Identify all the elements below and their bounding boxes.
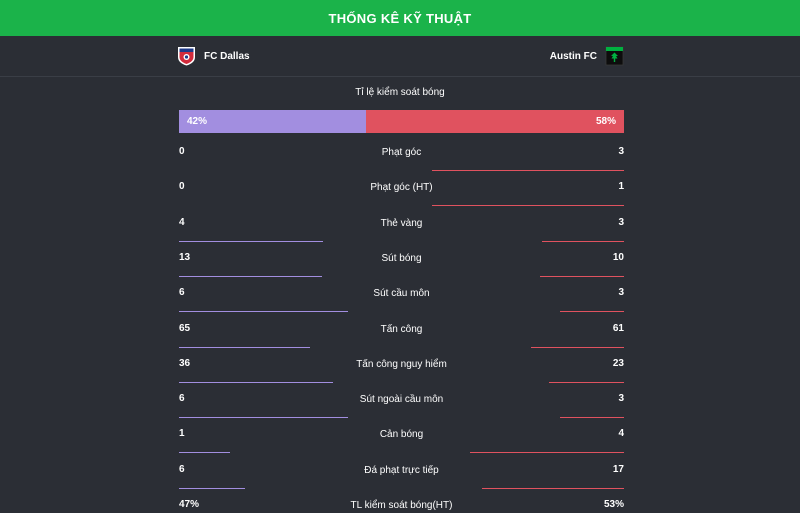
stat-row: 1 Cản bóng 4 [179, 423, 624, 458]
stat-label: Thẻ vàng [380, 218, 423, 229]
stat-away-bar [432, 205, 624, 206]
stat-away-value: 3 [618, 287, 624, 298]
stat-home-value: 4 [179, 217, 185, 228]
stat-label: Tấn công [380, 324, 423, 335]
stat-away-bar [560, 417, 624, 418]
stat-away-value: 3 [618, 393, 624, 404]
stat-away-value: 23 [612, 358, 624, 369]
stat-label: Sút bóng [381, 253, 422, 264]
stat-away-bar [482, 488, 624, 489]
stat-away-bar [542, 241, 624, 242]
away-team-name: Austin FC [549, 50, 597, 62]
possession-away-value: 58% [595, 116, 616, 127]
stat-home-bar [179, 311, 348, 312]
possession-home-value: 42% [187, 116, 208, 127]
stat-away-bar [540, 276, 624, 277]
stat-row: 13 Sút bóng 10 [179, 247, 624, 282]
stat-label: Sút cầu môn [373, 288, 430, 299]
stat-home-value: 6 [179, 393, 185, 404]
stat-row: 36 Tấn công nguy hiểm 23 [179, 353, 624, 388]
stat-home-value: 65 [179, 323, 191, 334]
stat-row: 0 Phạt góc (HT) 1 [179, 176, 624, 211]
home-team-name: FC Dallas [204, 50, 250, 62]
stat-away-value: 1 [618, 181, 624, 192]
stat-home-bar [179, 452, 230, 453]
stat-home-bar [179, 417, 348, 418]
home-team[interactable]: FC Dallas [177, 46, 250, 66]
stat-row: 6 Sút cầu môn 3 [179, 282, 624, 317]
stat-home-value: 6 [179, 287, 185, 298]
away-team[interactable]: Austin FC [550, 46, 624, 66]
stat-label: Đá phạt trực tiếp [364, 465, 439, 476]
header-title: THỐNG KÊ KỸ THUẬT [328, 10, 472, 26]
teams-bar: FC Dallas Austin FC [0, 36, 800, 77]
stat-home-value: 36 [179, 358, 191, 369]
stat-row: 6 Đá phạt trực tiếp 17 [179, 459, 624, 494]
stat-away-bar [531, 347, 624, 348]
stat-home-value: 1 [179, 428, 185, 439]
stat-home-bar [179, 382, 333, 383]
stat-row: 65 Tấn công 61 [179, 318, 624, 353]
stat-away-value: 53% [603, 499, 624, 510]
possession-bar: 42% 58% [179, 110, 624, 133]
stat-away-value: 3 [618, 146, 624, 157]
stat-home-bar [179, 347, 310, 348]
stat-away-bar [549, 382, 624, 383]
stat-home-bar [179, 241, 323, 242]
stat-away-bar [560, 311, 624, 312]
stat-home-value: 0 [179, 181, 185, 192]
stat-row: 6 Sút ngoài cầu môn 3 [179, 388, 624, 423]
possession-home-segment: 42% [179, 110, 366, 133]
stat-row: 47% TL kiểm soát bóng(HT) 53% [179, 494, 624, 513]
stat-home-bar [179, 276, 322, 277]
stat-label: Sút ngoài cầu môn [359, 394, 444, 405]
stat-label: Phạt góc [381, 147, 422, 158]
stat-home-value: 13 [179, 252, 191, 263]
stat-away-bar [432, 170, 624, 171]
possession-label: Tỉ lệ kiểm soát bóng [355, 87, 445, 98]
stat-home-bar [179, 488, 245, 489]
stat-away-value: 61 [612, 323, 624, 334]
stat-label: Phạt góc (HT) [370, 182, 433, 193]
fc-dallas-crest-icon [178, 47, 195, 66]
stat-label: Cản bóng [379, 429, 424, 440]
stat-label: Tấn công nguy hiểm [356, 359, 447, 370]
stat-home-value: 0 [179, 146, 185, 157]
stat-row: 4 Thẻ vàng 3 [179, 212, 624, 247]
stat-away-value: 3 [618, 217, 624, 228]
stats-header: THỐNG KÊ KỸ THUẬT [0, 0, 800, 36]
stat-home-value: 47% [179, 499, 200, 510]
possession-away-segment: 58% [366, 110, 624, 133]
stat-away-value: 10 [612, 252, 624, 263]
stat-away-bar [470, 452, 624, 453]
stat-home-value: 6 [179, 464, 185, 475]
austin-fc-crest-icon [605, 46, 624, 66]
stat-label: TL kiểm soát bóng(HT) [350, 500, 453, 511]
stat-away-value: 17 [612, 464, 624, 475]
stat-away-value: 4 [618, 428, 624, 439]
stat-row: 0 Phạt góc 3 [179, 141, 624, 176]
